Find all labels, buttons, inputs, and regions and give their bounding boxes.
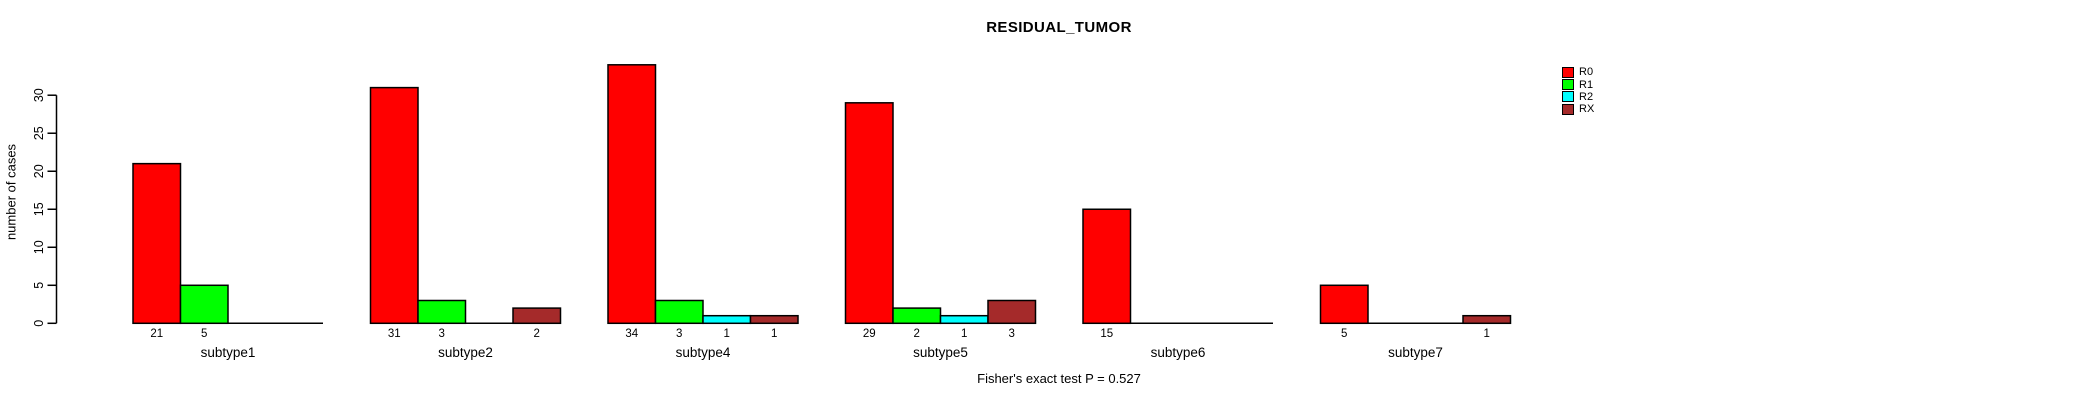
bar-r0-subtype1: [132, 162, 182, 325]
category-label: subtype6: [1151, 345, 1206, 360]
bar-count-label: 1: [1484, 328, 1490, 340]
fisher-test-annotation: Fisher's exact test P = 0.527: [977, 371, 1141, 386]
category-label: subtype4: [676, 345, 731, 360]
category-label: subtype5: [913, 345, 968, 360]
bar-count-label: 2: [914, 328, 920, 340]
bar-count-label: 5: [1341, 328, 1347, 340]
legend-swatch-rx: [1562, 103, 1574, 115]
y-tick-label: 5: [32, 282, 46, 289]
y-tick-label: 15: [32, 202, 46, 216]
legend-item-rx: RX: [1562, 103, 1594, 115]
y-tick-label: 10: [32, 240, 46, 254]
bar-rx-subtype7: [1462, 314, 1512, 325]
bar-rx-subtype4: [749, 314, 799, 325]
bar-count-label: 1: [724, 328, 730, 340]
bar-count-label: 3: [676, 328, 682, 340]
category-label: subtype1: [201, 345, 256, 360]
y-tick-label: 0: [32, 320, 46, 327]
legend-item-r0: R0: [1562, 66, 1594, 78]
bar-r0-subtype4: [607, 64, 657, 325]
bar-r0-subtype6: [1082, 208, 1132, 325]
legend-label: RX: [1579, 103, 1595, 116]
y-tick-label: 20: [32, 164, 46, 178]
bar-count-label: 31: [388, 328, 401, 340]
bar-count-label: 3: [439, 328, 445, 340]
bar-rx-subtype2: [512, 307, 562, 325]
bar-count-label: 5: [201, 328, 207, 340]
legend-label: R1: [1579, 78, 1594, 91]
bar-rx-subtype5: [987, 299, 1037, 325]
legend-label: R2: [1579, 90, 1594, 103]
legend-swatch-r2: [1562, 91, 1574, 103]
bar-r1-subtype5: [892, 307, 942, 325]
legend-label: R0: [1579, 66, 1594, 79]
bar-count-label: 3: [1009, 328, 1015, 340]
y-tick-label: 25: [32, 126, 46, 140]
legend-item-r2: R2: [1562, 91, 1594, 103]
bar-count-label: 29: [863, 328, 876, 340]
bar-r0-subtype5: [844, 102, 894, 325]
y-axis-title: number of cases: [3, 143, 19, 241]
bar-count-label: 34: [625, 328, 638, 340]
bar-r0-subtype7: [1319, 284, 1369, 325]
bar-count-label: 1: [771, 328, 777, 340]
category-label: subtype2: [438, 345, 493, 360]
bar-count-label: 15: [1100, 328, 1113, 340]
legend-swatch-r0: [1562, 66, 1574, 78]
bar-r1-subtype2: [417, 299, 467, 325]
bar-count-label: 1: [961, 328, 967, 340]
bar-r0-subtype2: [369, 86, 419, 325]
bar-r2-subtype4: [702, 314, 752, 325]
bar-count-label: 2: [534, 328, 540, 340]
bar-r2-subtype5: [939, 314, 989, 325]
chart-title: RESIDUAL_TUMOR: [986, 19, 1132, 36]
category-label: subtype7: [1388, 345, 1443, 360]
legend-swatch-r1: [1562, 79, 1574, 91]
y-tick-label: 30: [32, 88, 46, 102]
bar-r1-subtype4: [654, 299, 704, 325]
bar-count-label: 21: [150, 328, 163, 340]
legend-item-r1: R1: [1562, 78, 1594, 91]
bar-r1-subtype1: [179, 284, 229, 325]
legend: R0 R1 R2 RX: [1562, 66, 1594, 116]
